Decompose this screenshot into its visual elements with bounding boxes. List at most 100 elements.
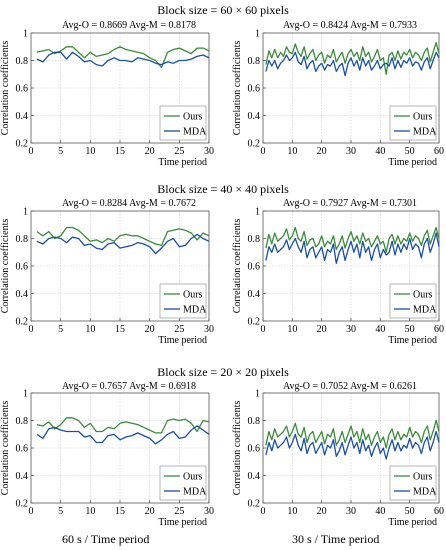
panel-3-series-ours	[36, 226, 210, 247]
panel-1-ylabel: Correlation coefficients	[0, 41, 11, 136]
panel-4-ytick-label: 0.4	[248, 289, 261, 300]
panel-2-ytick-label: 0.6	[248, 84, 261, 95]
panel-2-ytick-label: 0.4	[248, 111, 261, 122]
panel-6-xtick-label: 50	[405, 506, 415, 517]
panel-3-xtick-label: 30	[204, 324, 214, 335]
panel-2-xtick-label: 10	[287, 146, 297, 157]
row-title-60x60: Block size = 60 × 60 pixels	[157, 3, 289, 17]
panel-5-xtick-label: 20	[145, 506, 155, 517]
panel-4-ytick-label: 0.2	[248, 317, 261, 328]
panel-3-series-mda	[36, 233, 210, 255]
panel-5-legend-label-mda: MDA	[183, 487, 207, 498]
panel-6-ylabel: Correlation coefficients	[232, 401, 243, 496]
panel-3-ylabel: Correlation coefficients	[0, 219, 11, 314]
panel-2-stats: Avg-O = 0.8424 Avg-M = 0.7933	[283, 20, 417, 31]
panel-1-xtick-label: 5	[58, 146, 63, 157]
panel-5-series-mda	[36, 425, 210, 445]
panel-5-ytick-label: 0.6	[16, 444, 29, 455]
panel-4-legend-label-ours: Ours	[413, 290, 433, 301]
column-caption-60s: 60 s / Time period	[62, 532, 150, 546]
panel-6-series-mda	[265, 430, 440, 460]
panel-3-xtick-label: 20	[145, 324, 155, 335]
panel-1-ytick-label: 0.2	[16, 139, 29, 150]
panel-1-stats: Avg-O = 0.8669 Avg-M = 0.8178	[62, 20, 196, 31]
panel-3-xtick-label: 5	[58, 324, 63, 335]
panel-1-xtick-label: 15	[115, 146, 125, 157]
panel-6-series-ours	[265, 419, 440, 449]
panel-5-xtick-label: 10	[85, 506, 95, 517]
panel-4-xtick-label: 40	[375, 324, 385, 335]
panel-2-legend-label-ours: Ours	[413, 112, 433, 123]
panel-6-xtick-label: 10	[287, 506, 297, 517]
panel-6-ytick-label: 0.6	[248, 444, 261, 455]
panel-1-ytick-label: 0.4	[16, 111, 29, 122]
panel-4-xtick-label: 60	[434, 324, 444, 335]
panel-1-xtick-label: 10	[85, 146, 95, 157]
panel-6-ytick-label: 0.4	[248, 471, 261, 482]
panel-1-legend	[159, 105, 207, 141]
panel-4-ylabel: Correlation coefficients	[232, 219, 243, 314]
panel-2-xtick-label: 30	[346, 146, 356, 157]
panel-4-ytick-label: 1	[255, 207, 260, 218]
panel-3-legend	[159, 283, 207, 319]
panel-5-ytick-label: 0.8	[16, 416, 29, 427]
panel-1-legend-label-mda: MDA	[183, 127, 207, 138]
panel-4-legend	[389, 283, 437, 319]
panel-4-xtick-label: 20	[317, 324, 327, 335]
panel-5-xtick-label: 0	[29, 506, 34, 517]
panel-6-xtick-label: 30	[346, 506, 356, 517]
panel-4-xtick-label: 10	[287, 324, 297, 335]
panel-3-ytick-label: 0.2	[16, 317, 29, 328]
panel-1-ytick-label: 0.6	[16, 84, 29, 95]
panel-5-legend-label-ours: Ours	[183, 472, 203, 483]
panel-3-xtick-label: 15	[115, 324, 125, 335]
panel-6-legend-label-mda: MDA	[413, 487, 437, 498]
panel-5-ytick-label: 0.4	[16, 471, 29, 482]
panel-6-xtick-label: 20	[317, 506, 327, 517]
panel-3-legend-label-mda: MDA	[183, 305, 207, 316]
panel-2-xtick-label: 50	[405, 146, 415, 157]
panel-6-ytick-label: 0.8	[248, 416, 261, 427]
panel-5-xtick-label: 30	[204, 506, 214, 517]
panel-3-ytick-label: 1	[23, 207, 28, 218]
panel-1-xtick-label: 30	[204, 146, 214, 157]
panel-6-stats: Avg-O = 0.7052 Avg-M = 0.6261	[283, 381, 417, 392]
panel-2-ytick-label: 0.2	[248, 139, 261, 150]
panel-1-xlabel: Time period	[158, 157, 207, 168]
panel-4-xtick-label: 30	[346, 324, 356, 335]
panel-2-series-mda	[265, 51, 440, 77]
panel-4-ytick-label: 0.6	[248, 262, 261, 273]
panel-3-ytick-label: 0.4	[16, 289, 29, 300]
panel-6-legend	[389, 465, 437, 501]
panel-6-xlabel: Time period	[388, 517, 437, 528]
panel-6-ytick-label: 0.2	[248, 499, 261, 510]
panel-2-ytick-label: 1	[255, 29, 260, 40]
panel-4-xtick-label: 0	[261, 324, 266, 335]
panel-5-xtick-label: 15	[115, 506, 125, 517]
panel-4-stats: Avg-O = 0.7927 Avg-M = 0.7301	[283, 198, 417, 209]
panel-1-xtick-label: 25	[174, 146, 184, 157]
panel-4-series-ours	[265, 226, 440, 253]
column-caption-30s: 30 s / Time period	[292, 532, 380, 546]
row-title-40x40: Block size = 40 × 40 pixels	[157, 182, 289, 196]
panel-6-xtick-label: 60	[434, 506, 444, 517]
panel-5-ylabel: Correlation coefficients	[0, 401, 11, 496]
panel-5-xtick-label: 25	[174, 506, 184, 517]
panel-1-series-ours	[36, 46, 210, 69]
panel-4-xlabel: Time period	[388, 335, 437, 346]
panel-5-series-ours	[36, 417, 210, 434]
panel-4-ytick-label: 0.8	[248, 234, 261, 245]
panel-5-stats: Avg-O = 0.7657 Avg-M = 0.6918	[62, 381, 196, 392]
panel-2-xtick-label: 60	[434, 146, 444, 157]
panel-2-legend-label-mda: MDA	[413, 127, 437, 138]
panel-1-series-mda	[36, 51, 210, 67]
panel-5-ytick-label: 1	[23, 389, 28, 400]
panel-3-xtick-label: 10	[85, 324, 95, 335]
panel-2-xtick-label: 40	[375, 146, 385, 157]
panel-4-legend-label-mda: MDA	[413, 305, 437, 316]
panel-2-ytick-label: 0.8	[248, 56, 261, 67]
panel-1-xtick-label: 0	[29, 146, 34, 157]
panel-2-xtick-label: 20	[317, 146, 327, 157]
panel-4-series-mda	[265, 232, 440, 264]
